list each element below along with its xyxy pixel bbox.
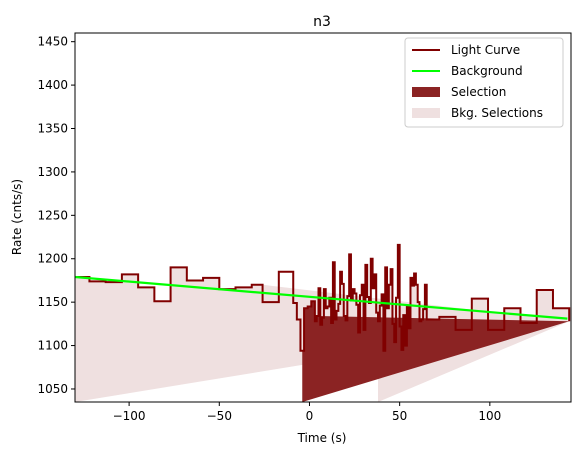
y-tick-label: 1300 xyxy=(37,165,68,179)
legend-swatch xyxy=(412,108,440,118)
y-tick-label: 1050 xyxy=(37,382,68,396)
x-axis: −100 −50 0 50 100 xyxy=(113,402,501,423)
legend-label: Selection xyxy=(451,85,506,99)
y-tick-label: 1150 xyxy=(37,295,68,309)
y-axis: 1050 1100 1150 1200 1250 1300 1350 1400 1450 xyxy=(37,35,75,396)
x-tick-label: −100 xyxy=(113,409,146,423)
selection-fill xyxy=(302,301,570,402)
y-tick-label: 1400 xyxy=(37,78,68,92)
x-axis-label: Time (s) xyxy=(297,431,347,445)
legend-swatch xyxy=(412,87,440,97)
plot-frame xyxy=(74,32,572,403)
y-tick-label: 1100 xyxy=(37,339,68,353)
light-curve-series xyxy=(75,243,571,352)
y-tick-label: 1450 xyxy=(37,35,68,49)
plot-area xyxy=(75,243,571,402)
legend-label: Light Curve xyxy=(451,43,520,57)
legend-label: Background xyxy=(451,64,523,78)
legend-label: Bkg. Selections xyxy=(451,106,543,120)
y-tick-label: 1250 xyxy=(37,208,68,222)
x-tick-label: −50 xyxy=(207,409,232,423)
background-fit-line xyxy=(75,275,568,320)
legend-frame xyxy=(404,37,564,128)
x-tick-label: 100 xyxy=(478,409,501,423)
y-tick-label: 1350 xyxy=(37,122,68,136)
chart-title: n3 xyxy=(313,14,331,30)
x-tick-label: 50 xyxy=(392,409,407,423)
legend: Light Curve Background Selection Bkg. Selec… xyxy=(404,37,564,128)
y-tick-label: 1200 xyxy=(37,252,68,266)
x-tick-label: 0 xyxy=(306,409,314,423)
selection-region xyxy=(302,301,570,402)
y-axis-label: Rate (cnts/s) xyxy=(10,179,24,255)
